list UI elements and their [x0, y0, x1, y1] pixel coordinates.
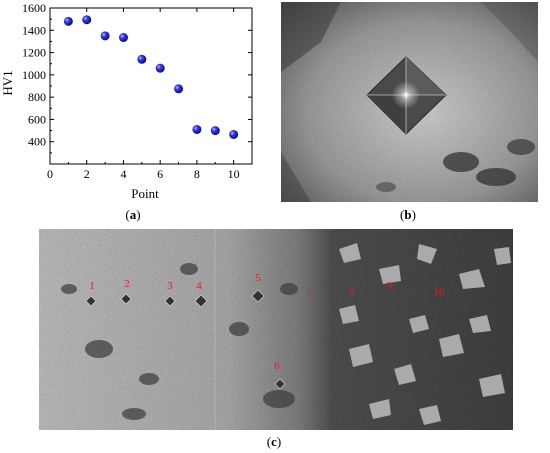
x-axis-label: Point — [131, 186, 159, 201]
data-point — [137, 54, 147, 64]
indent-markers — [85, 289, 286, 390]
indent-label: 5 — [255, 272, 261, 284]
x-tick-label: 2 — [84, 167, 90, 181]
x-tick-label: 0 — [47, 167, 53, 181]
chart-points — [63, 15, 239, 139]
indent-mark — [85, 295, 97, 307]
x-tick-label: 6 — [157, 167, 163, 181]
y-tick-label: 1000 — [22, 68, 46, 82]
micrograph-indent — [281, 2, 538, 202]
indent-mark — [194, 294, 208, 308]
indent-label: 7 — [306, 287, 312, 299]
indent-label: 10 — [434, 286, 446, 298]
data-point — [174, 84, 184, 94]
y-tick-label: 1600 — [22, 1, 46, 15]
indent-label: 1 — [89, 280, 95, 292]
chart-axes: 0 2 4 6 8 10 400 600 800 1000 1200 1400 1600 — [22, 1, 253, 181]
micrograph-indent-image — [281, 2, 538, 202]
x-tick-label: 4 — [120, 167, 126, 181]
indent-label: 9 — [386, 280, 392, 292]
indent-label: 6 — [274, 360, 280, 372]
data-point — [118, 33, 128, 43]
micrograph-series-image: 1 2 3 4 5 6 7 8 9 10 — [39, 229, 513, 430]
indent-label: 2 — [124, 278, 130, 290]
data-point — [63, 16, 73, 26]
x-tick-label: 10 — [228, 167, 240, 181]
y-axis-label: HV1 — [0, 70, 15, 95]
data-point — [100, 31, 110, 41]
indent-mark — [251, 289, 265, 303]
caption-b: (b) — [400, 207, 416, 222]
indent-mark — [120, 293, 132, 305]
data-point — [192, 124, 202, 134]
hardness-chart: 0 2 4 6 8 10 400 600 800 1000 1200 1400 1600 Point H… — [0, 1, 253, 201]
data-point — [82, 15, 92, 25]
indent-label: 3 — [167, 280, 173, 292]
vickers-indent — [366, 56, 447, 135]
y-tick-label: 1400 — [22, 23, 46, 37]
micrograph-series: 1 2 3 4 5 6 7 8 9 10 — [39, 229, 513, 430]
caption-c: (c) — [266, 434, 282, 449]
plot-frame — [49, 7, 253, 165]
data-point — [210, 126, 220, 136]
indent-mark — [274, 378, 286, 390]
data-point — [229, 129, 239, 139]
indent-label: 4 — [196, 280, 202, 292]
data-point — [155, 63, 165, 73]
indent-label: 8 — [349, 285, 355, 297]
caption-a: (a) — [125, 207, 141, 222]
indent-labels: 1 2 3 4 5 6 7 8 9 10 — [89, 272, 445, 372]
indent-mark — [164, 295, 176, 307]
y-tick-label: 600 — [28, 112, 46, 126]
y-tick-label: 400 — [28, 135, 46, 149]
y-tick-label: 1200 — [22, 46, 46, 60]
y-tick-label: 800 — [28, 90, 46, 104]
x-tick-label: 8 — [194, 167, 200, 181]
